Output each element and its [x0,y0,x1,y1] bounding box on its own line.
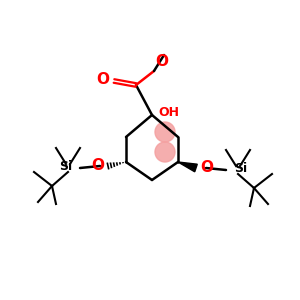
Polygon shape [178,162,197,172]
Text: O: O [200,160,213,175]
Text: OH: OH [158,106,179,119]
Text: O: O [91,158,104,172]
Circle shape [155,122,175,142]
Text: O: O [155,54,168,69]
Text: O: O [96,73,109,88]
Text: Si: Si [59,160,72,172]
Text: Si: Si [234,161,247,175]
Circle shape [155,142,175,162]
